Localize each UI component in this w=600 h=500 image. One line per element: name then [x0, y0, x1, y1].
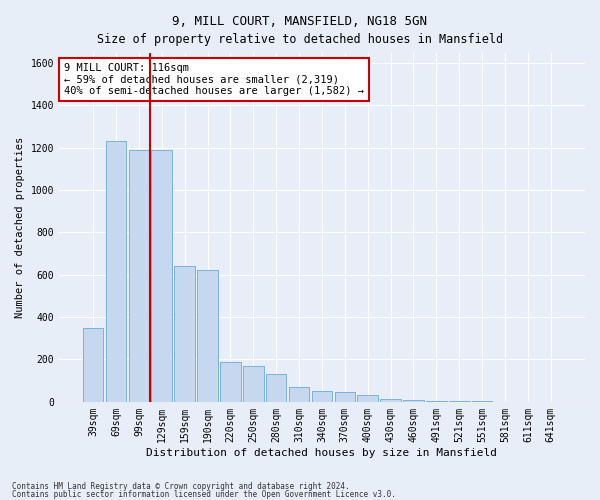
- Bar: [449, 401, 470, 402]
- Text: Contains public sector information licensed under the Open Government Licence v3: Contains public sector information licen…: [12, 490, 396, 499]
- Bar: [106, 142, 127, 402]
- Text: 9, MILL COURT, MANSFIELD, NG18 5GN: 9, MILL COURT, MANSFIELD, NG18 5GN: [173, 15, 427, 28]
- Bar: [426, 401, 446, 402]
- Text: Size of property relative to detached houses in Mansfield: Size of property relative to detached ho…: [97, 32, 503, 46]
- Y-axis label: Number of detached properties: Number of detached properties: [15, 136, 25, 318]
- Text: Contains HM Land Registry data © Crown copyright and database right 2024.: Contains HM Land Registry data © Crown c…: [12, 482, 350, 491]
- Bar: [175, 266, 195, 402]
- Bar: [243, 366, 263, 402]
- Bar: [311, 391, 332, 402]
- Bar: [220, 362, 241, 402]
- Text: 9 MILL COURT: 116sqm
← 59% of detached houses are smaller (2,319)
40% of semi-de: 9 MILL COURT: 116sqm ← 59% of detached h…: [64, 63, 364, 96]
- Bar: [380, 398, 401, 402]
- Bar: [289, 387, 310, 402]
- Bar: [151, 150, 172, 402]
- Bar: [358, 396, 378, 402]
- Bar: [83, 328, 103, 402]
- Bar: [403, 400, 424, 402]
- Bar: [128, 150, 149, 402]
- Bar: [335, 392, 355, 402]
- Bar: [197, 270, 218, 402]
- X-axis label: Distribution of detached houses by size in Mansfield: Distribution of detached houses by size …: [146, 448, 497, 458]
- Bar: [266, 374, 286, 402]
